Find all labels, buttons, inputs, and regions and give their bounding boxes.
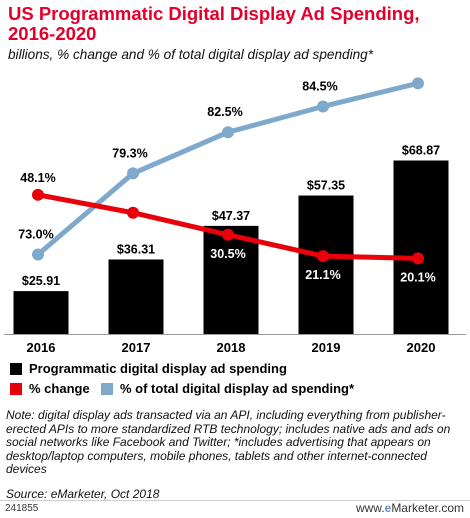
bar-2017: [108, 259, 164, 334]
bar-2019: [298, 195, 354, 334]
change-point-2016: [32, 188, 44, 201]
change-label-2020: 20.1%: [400, 270, 435, 284]
x-tick-label-2017: 2017: [122, 340, 151, 355]
share-label-2016: 73.0%: [18, 227, 53, 241]
legend-swatch-spending: [10, 362, 22, 375]
bar-2016: [13, 291, 69, 334]
chart-source: Source: eMarketer, Oct 2018: [6, 487, 160, 501]
chart-note: Note: digital display ads transacted via…: [6, 408, 451, 477]
legend-swatch-share: [101, 382, 113, 395]
legend-label-change: % change: [29, 381, 90, 396]
legend-item-change: % change: [10, 381, 90, 396]
change-point-2018: [222, 228, 234, 241]
x-tick-label-2018: 2018: [217, 340, 246, 355]
change-point-2017: [127, 206, 139, 219]
share-label-2020: 86.3%: [397, 96, 432, 110]
legend-item-share: % of total digital display ad spending*: [101, 381, 354, 396]
chart-subtitle: billions, % change and % of total digita…: [8, 47, 374, 62]
brand-accent: e: [384, 501, 392, 515]
share-label-2017: 79.3%: [112, 146, 147, 160]
bar-label-2018: $47.37: [212, 209, 250, 223]
x-tick-label-2020: 2020: [407, 340, 436, 355]
share-point-2016: [32, 248, 44, 261]
share-point-2019: [317, 100, 329, 113]
change-label-2019: 21.1%: [305, 268, 340, 282]
share-label-2019: 84.5%: [302, 79, 337, 93]
legend-label-spending: Programmatic digital display ad spending: [29, 361, 287, 376]
bar-label-2017: $36.31: [117, 242, 155, 256]
bar-label-2020: $68.87: [402, 144, 440, 158]
share-point-2017: [127, 167, 139, 180]
change-label-2017: 40.2%: [115, 225, 150, 239]
bar-2018: [203, 225, 259, 334]
x-tick-label-2019: 2019: [312, 340, 341, 355]
chart-title: US Programmatic Digital Display Ad Spend…: [8, 3, 420, 44]
legend-label-share: % of total digital display ad spending*: [120, 381, 355, 396]
share-point-2018: [222, 126, 234, 139]
bar-2020: [393, 160, 449, 334]
x-tick-label-2016: 2016: [27, 340, 56, 355]
brand-rest: Marketer.com: [391, 501, 464, 515]
bar-label-2019: $57.35: [307, 179, 345, 193]
brand-link[interactable]: www.eMarketer.com: [356, 501, 464, 515]
chart-id: 241855: [5, 503, 39, 514]
bar-label-2016: $25.91: [22, 274, 60, 288]
change-label-2016: 48.1%: [20, 171, 55, 185]
change-point-2019: [317, 250, 329, 263]
change-label-2018: 30.5%: [210, 247, 245, 261]
share-point-2020: [412, 77, 424, 90]
share-label-2018: 82.5%: [207, 105, 242, 119]
footer-divider: [0, 500, 470, 501]
legend-swatch-change: [10, 382, 22, 395]
brand-prefix: www.: [355, 501, 385, 515]
change-point-2020: [412, 252, 424, 265]
legend-item-spending: Programmatic digital display ad spending: [10, 361, 287, 376]
chart-plot: $25.91 $36.31 $47.37 $57.35 $68.87 2016 2017 20…: [4, 77, 466, 355]
